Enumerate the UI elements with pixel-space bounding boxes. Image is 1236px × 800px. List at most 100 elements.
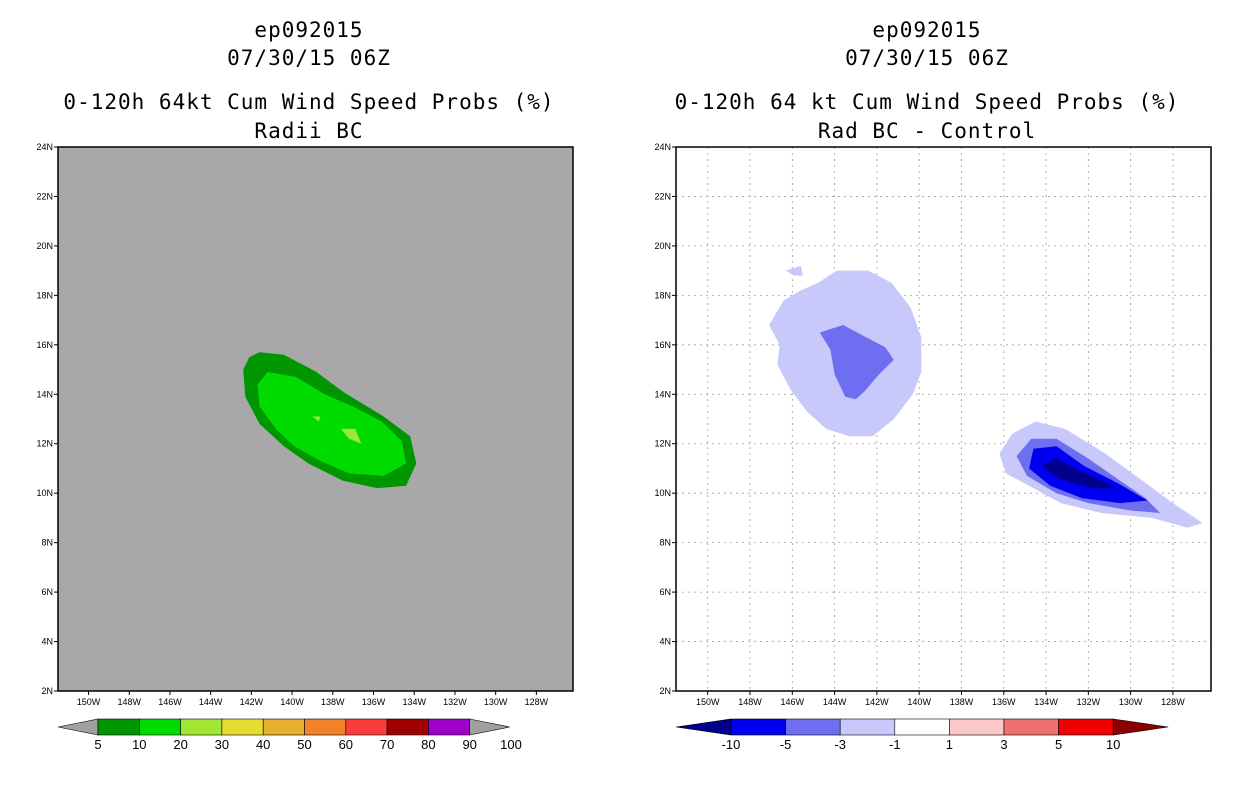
colorbar-low-end <box>675 718 732 736</box>
y-tick-label: 18N <box>654 290 671 300</box>
x-tick-label: 128W <box>525 697 549 707</box>
plot-frame <box>675 146 1212 692</box>
y-tick-label: 2N <box>41 686 53 696</box>
y-tick-label: 12N <box>36 439 53 449</box>
x-tick-label: 136W <box>362 697 386 707</box>
x-tick-label: 146W <box>158 697 182 707</box>
x-tick-label: 138W <box>321 697 345 707</box>
date-title: 07/30/15 06Z <box>227 46 391 70</box>
colorbar-segment <box>97 718 140 736</box>
y-tick-label: 22N <box>36 191 53 201</box>
colorbar-label: 100 <box>500 737 522 752</box>
contour--5to-3 <box>819 325 894 400</box>
colorbar-segment <box>1058 718 1114 736</box>
x-tick-label: 140W <box>907 697 931 707</box>
date-title: 07/30/15 06Z <box>845 46 1009 70</box>
colorbar-segment <box>949 718 1005 736</box>
colorbar-segment <box>839 718 896 736</box>
colorbar-segment <box>428 718 470 736</box>
left-panel: ep092015 07/30/15 06Z 0-120h 64kt Cum Wi… <box>36 18 574 752</box>
y-tick-label: 16N <box>36 340 53 350</box>
colorbar-label: 50 <box>297 737 311 752</box>
plot-frame <box>57 146 574 692</box>
colorbar-segment <box>345 718 388 736</box>
chart-subtitle: Rad BC - Control <box>817 119 1037 143</box>
chart-subtitle: Radii BC <box>254 119 364 143</box>
y-tick-label: 4N <box>41 637 53 647</box>
colorbar-segment <box>386 718 429 736</box>
y-tick-label: 8N <box>659 538 671 548</box>
storm-id-title: ep092015 <box>254 18 364 42</box>
x-tick-label: 128W <box>1161 697 1185 707</box>
contour--3to-1 <box>786 265 803 276</box>
x-tick-label: 148W <box>117 697 141 707</box>
y-tick-label: 12N <box>654 439 671 449</box>
y-tick-label: 6N <box>659 587 671 597</box>
x-tick-label: 150W <box>696 697 720 707</box>
x-tick-label: 140W <box>280 697 304 707</box>
storm-id-title: ep092015 <box>872 18 982 42</box>
y-tick-label: 2N <box>659 686 671 696</box>
colorbar-label: -1 <box>889 737 901 752</box>
colorbar-label: 60 <box>339 737 353 752</box>
x-tick-label: 138W <box>950 697 974 707</box>
x-tick-label: 144W <box>199 697 223 707</box>
colorbar-label: 3 <box>1000 737 1007 752</box>
y-tick-label: 10N <box>654 488 671 498</box>
y-tick-label: 16N <box>654 340 671 350</box>
colorbar-label: 80 <box>421 737 435 752</box>
colorbar-label: 30 <box>215 737 229 752</box>
x-tick-label: 144W <box>823 697 847 707</box>
colorbar-segment <box>304 718 347 736</box>
y-tick-label: 14N <box>36 389 53 399</box>
x-tick-label: 130W <box>1119 697 1143 707</box>
contour--10 <box>1041 458 1118 489</box>
x-tick-label: 132W <box>1077 697 1101 707</box>
x-tick-label: 134W <box>402 697 426 707</box>
x-tick-label: 142W <box>865 697 889 707</box>
colorbar-label: 10 <box>132 737 146 752</box>
x-tick-label: 132W <box>443 697 467 707</box>
y-tick-label: 8N <box>41 538 53 548</box>
x-tick-label: 142W <box>240 697 264 707</box>
colorbar-segment <box>139 718 181 736</box>
colorbar-label: -3 <box>834 737 846 752</box>
colorbar-high-end <box>1112 718 1169 736</box>
x-tick-label: 150W <box>77 697 101 707</box>
colorbar-label: 70 <box>380 737 394 752</box>
colorbar-label: 20 <box>173 737 187 752</box>
y-tick-label: 24N <box>36 142 53 152</box>
colorbar-label: 5 <box>1055 737 1062 752</box>
colorbar-label: 10 <box>1106 737 1120 752</box>
left-chart: 2N 4N 6N 8N 10N 12N 14N 16N 18N 20N 22N 24N 150W 148W… <box>36 142 574 752</box>
colorbar-label: 40 <box>256 737 270 752</box>
right-panel: ep092015 07/30/15 06Z 0-120h 64 kt Cum W… <box>618 0 1236 800</box>
y-tick-label: 14N <box>654 389 671 399</box>
colorbar-label: 1 <box>946 737 953 752</box>
colorbar-segment <box>221 718 264 736</box>
x-tick-label: 148W <box>738 697 762 707</box>
y-tick-label: 24N <box>654 142 671 152</box>
plot-background <box>676 147 1211 691</box>
contour-20-30 <box>340 428 362 444</box>
colorbar-low-end <box>57 718 99 736</box>
colorbar-segment <box>1003 718 1059 736</box>
contour-10-20 <box>257 372 407 476</box>
colorbar-high-end <box>469 718 510 736</box>
y-tick-label: 4N <box>659 637 671 647</box>
y-tick-label: 20N <box>654 241 671 251</box>
colorbar-segment <box>730 718 786 736</box>
colorbar-segment <box>894 718 950 736</box>
colorbar-segment <box>262 718 305 736</box>
x-tick-label: 130W <box>484 697 508 707</box>
colorbar-label: 5 <box>94 737 101 752</box>
colorbar-segment <box>180 718 223 736</box>
y-tick-label: 6N <box>41 587 53 597</box>
y-tick-label: 18N <box>36 290 53 300</box>
colorbar-label: -10 <box>722 737 741 752</box>
colorbar-segment <box>785 718 841 736</box>
chart-title: 0-120h 64kt Cum Wind Speed Probs (%) <box>63 90 555 114</box>
colorbar-label: 90 <box>462 737 476 752</box>
y-tick-label: 10N <box>36 488 53 498</box>
contour-20-30 <box>312 416 321 422</box>
